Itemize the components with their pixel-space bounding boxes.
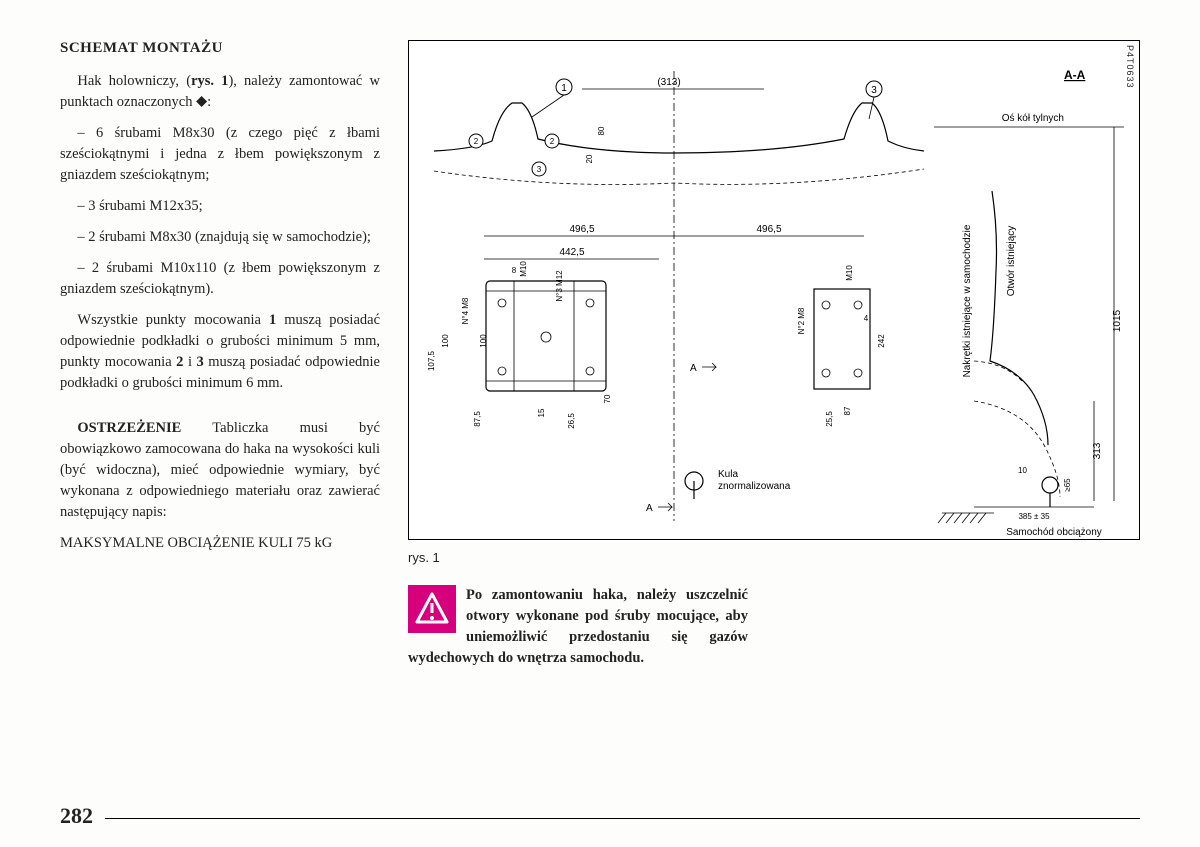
page-content: SCHEMAT MONTAŻU Hak holowniczy, (rys. 1)… [60,40,1140,669]
dim-label: M10 [519,261,528,277]
page-number: 282 [60,803,105,829]
dim-label: 385 ± 35 [1018,512,1050,521]
callout-2: 2 [550,137,555,146]
dim-label: 20 [585,154,594,163]
existing-hole-label: Otwór istniejący [1006,226,1017,297]
text: i [183,354,196,370]
warning-paragraph: OSTRZEŻENIE Tabliczka musi być obowiązko… [60,418,380,523]
dim-label: 80 [597,126,606,135]
dim-label: 4 [864,314,869,323]
ball-label: znormalizowana [718,481,791,492]
dim-label: (313) [657,77,680,88]
dim-label: 8 [512,266,517,275]
diagram-code: P4T0633 [1125,45,1135,89]
fig-ref: rys. 1 [191,73,228,89]
figure-caption: rys. 1 [408,550,1140,565]
text: Wszystkie punkty mocowania [77,312,269,328]
technical-diagram: P4T0633 1 2 2 3 3 (313) [408,40,1140,540]
dim-label: 242 [877,334,886,348]
dim-label: 87 [843,406,852,415]
dim-label: N°3 M12 [555,270,564,302]
existing-nuts-label: Nakrętki istniejące w samochodzie [962,224,973,377]
callout-3: 3 [871,85,877,96]
ref-3: 3 [197,354,204,370]
dim-label: 10 [1018,466,1027,475]
list-item: – 2 śrubami M10x110 (z łbem powiększonym… [60,258,380,300]
intro-paragraph: Hak holowniczy, (rys. 1), należy zamonto… [60,71,380,113]
dim-label: 70 [603,394,612,403]
point-marker-icon [196,96,207,107]
dim-label: 25,5 [825,411,834,427]
dim-label: 1015 [1112,309,1123,332]
warning-triangle-icon [408,585,456,633]
dim-label: 313 [1092,442,1103,459]
page-footer: 282 [60,818,1140,819]
list-item: – 3 śrubami M12x35; [60,196,380,217]
dim-label: 87,5 [473,411,482,427]
dim-label: ≥65 [1063,478,1072,492]
section-label: A-A [1064,68,1086,82]
warning-note-text: Po zamontowaniu haka, należy uszczelnić … [408,585,748,669]
section-arrow-label: A [690,363,697,374]
dim-label: 496,5 [756,224,781,235]
loaded-label: Samochód obciążony [1006,527,1102,538]
diagram-svg: 1 2 2 3 3 (313) 80 20 496,5 496,5 442,5 [409,41,1139,539]
dim-label: N°4 M8 [461,297,470,324]
left-column: SCHEMAT MONTAŻU Hak holowniczy, (rys. 1)… [60,40,380,669]
callout-2: 2 [474,137,479,146]
right-column: P4T0633 1 2 2 3 3 (313) [408,40,1140,669]
dim-label: 442,5 [559,247,584,258]
warning-lead: OSTRZEŻENIE [77,420,181,436]
paragraph-mounting: Wszystkie punkty mocowania 1 muszą posia… [60,310,380,394]
dim-label: 100 [479,334,488,348]
dim-label: 496,5 [569,224,594,235]
dim-label: 100 [441,334,450,348]
callout-1: 1 [561,83,567,94]
list-item: – 2 śrubami M8x30 (znajdują się w samoch… [60,227,380,248]
dim-label: 107,5 [427,350,436,371]
section-heading: SCHEMAT MONTAŻU [60,40,380,57]
dim-label: 26,5 [567,413,576,429]
dim-label: M10 [845,265,854,281]
axle-label: Oś kół tylnych [1002,113,1064,124]
intro-text-a: Hak holowniczy, ( [77,73,191,89]
section-arrow-label: A [646,503,653,514]
dim-label: 15 [537,408,546,417]
warning-note: Po zamontowaniu haka, należy uszczelnić … [408,585,748,669]
ball-label: Kula [718,469,738,480]
list-item: – 6 śrubami M8x30 (z czego pięć z łbami … [60,123,380,186]
dim-label: N°2 M8 [797,307,806,334]
max-load-label: MAKSYMALNE OBCIĄŻENIE KULI 75 kG [60,533,380,554]
callout-3: 3 [537,165,542,174]
